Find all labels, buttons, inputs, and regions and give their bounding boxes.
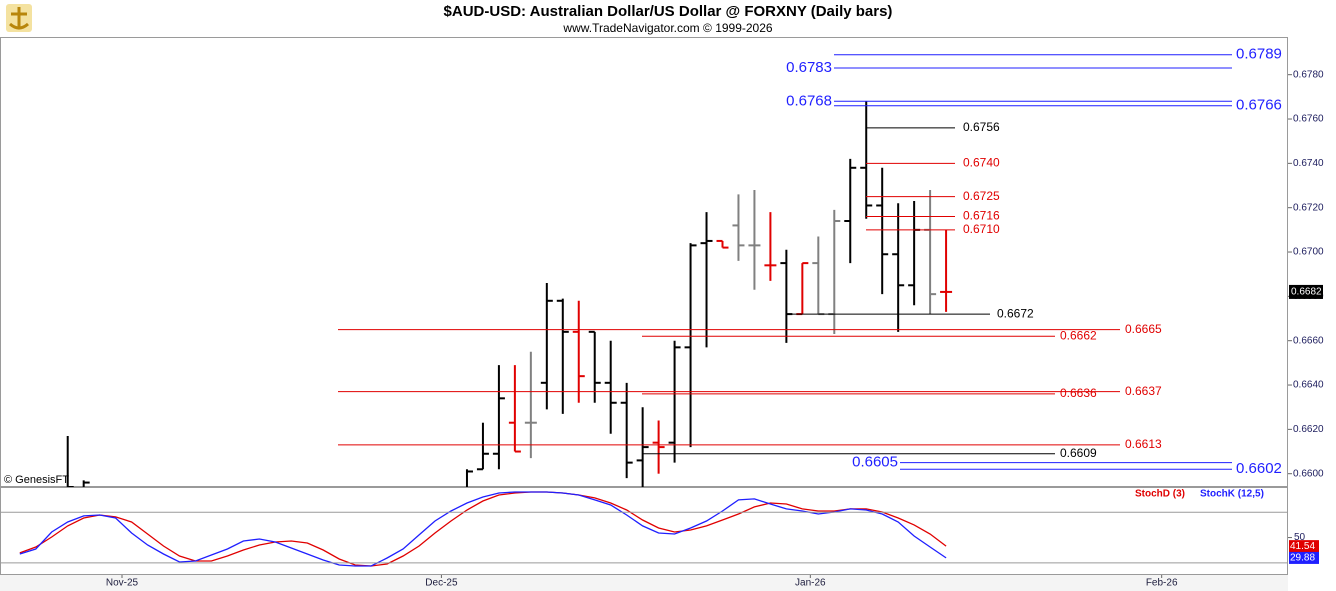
last-price-box bbox=[1289, 284, 1323, 299]
level-label: 0.6602 bbox=[1236, 460, 1282, 477]
last-value-box bbox=[1289, 551, 1319, 564]
level-label: 0.6636 bbox=[1060, 386, 1097, 400]
watermark: © GenesisFT bbox=[4, 474, 69, 486]
main-plot bbox=[66, 101, 953, 487]
level-label: 0.6605 bbox=[852, 454, 898, 471]
x-axis-strip bbox=[0, 575, 1288, 591]
level-label: 0.6710 bbox=[963, 222, 1000, 236]
x-tick-label: Dec-25 bbox=[425, 578, 458, 589]
chart-subtitle: www.TradeNavigator.com © 1999-2026 bbox=[562, 21, 772, 35]
legend-label: StochK (12,5) bbox=[1200, 489, 1264, 500]
y-tick-label: 0.6600 bbox=[1293, 468, 1324, 479]
last-value-label: 41.54 bbox=[1290, 541, 1315, 552]
logo bbox=[6, 4, 32, 32]
level-label: 0.6716 bbox=[963, 209, 1000, 223]
y-tick-label: 0.6640 bbox=[1293, 380, 1324, 391]
stoch-pane bbox=[0, 487, 1288, 575]
level-label: 0.6637 bbox=[1125, 384, 1162, 398]
y-tick-label: 0.6660 bbox=[1293, 335, 1324, 346]
last-price-label: 0.6682 bbox=[1291, 287, 1322, 298]
legend-label: StochD (3) bbox=[1135, 489, 1185, 500]
x-tick-label: Nov-25 bbox=[106, 578, 139, 589]
level-label: 0.6756 bbox=[963, 120, 1000, 134]
level-label: 0.6672 bbox=[997, 306, 1034, 320]
level-label: 0.6766 bbox=[1236, 97, 1282, 114]
last-value-label: 29.88 bbox=[1290, 553, 1315, 564]
level-label: 0.6662 bbox=[1060, 328, 1097, 342]
y-tick-label: 0.6720 bbox=[1293, 202, 1324, 213]
level-label: 0.6740 bbox=[963, 156, 1000, 170]
chart-title: $AUD-USD: Australian Dollar/US Dollar @ … bbox=[444, 3, 893, 20]
level-label: 0.6789 bbox=[1236, 46, 1282, 63]
main-pane bbox=[0, 37, 1288, 487]
level-label: 0.6613 bbox=[1125, 437, 1162, 451]
stoch-plot bbox=[19, 491, 947, 567]
level-label: 0.6609 bbox=[1060, 446, 1097, 460]
stoch-line bbox=[19, 491, 947, 567]
y-tick-label: 50 bbox=[1294, 532, 1306, 543]
level-label: 0.6783 bbox=[786, 59, 832, 76]
x-tick-label: Jan-26 bbox=[795, 578, 826, 589]
level-label: 0.6768 bbox=[786, 92, 832, 109]
stoch-line bbox=[19, 491, 947, 567]
level-label: 0.6725 bbox=[963, 189, 1000, 203]
y-tick-label: 0.6740 bbox=[1293, 158, 1324, 169]
y-tick-label: 0.6700 bbox=[1293, 247, 1324, 258]
last-value-box bbox=[1289, 540, 1319, 553]
y-tick-label: 0.6620 bbox=[1293, 424, 1324, 435]
level-label: 0.6665 bbox=[1125, 322, 1162, 336]
y-tick-label: 0.6780 bbox=[1293, 69, 1324, 80]
x-tick-label: Feb-26 bbox=[1146, 578, 1178, 589]
y-tick-label: 0.6760 bbox=[1293, 114, 1324, 125]
